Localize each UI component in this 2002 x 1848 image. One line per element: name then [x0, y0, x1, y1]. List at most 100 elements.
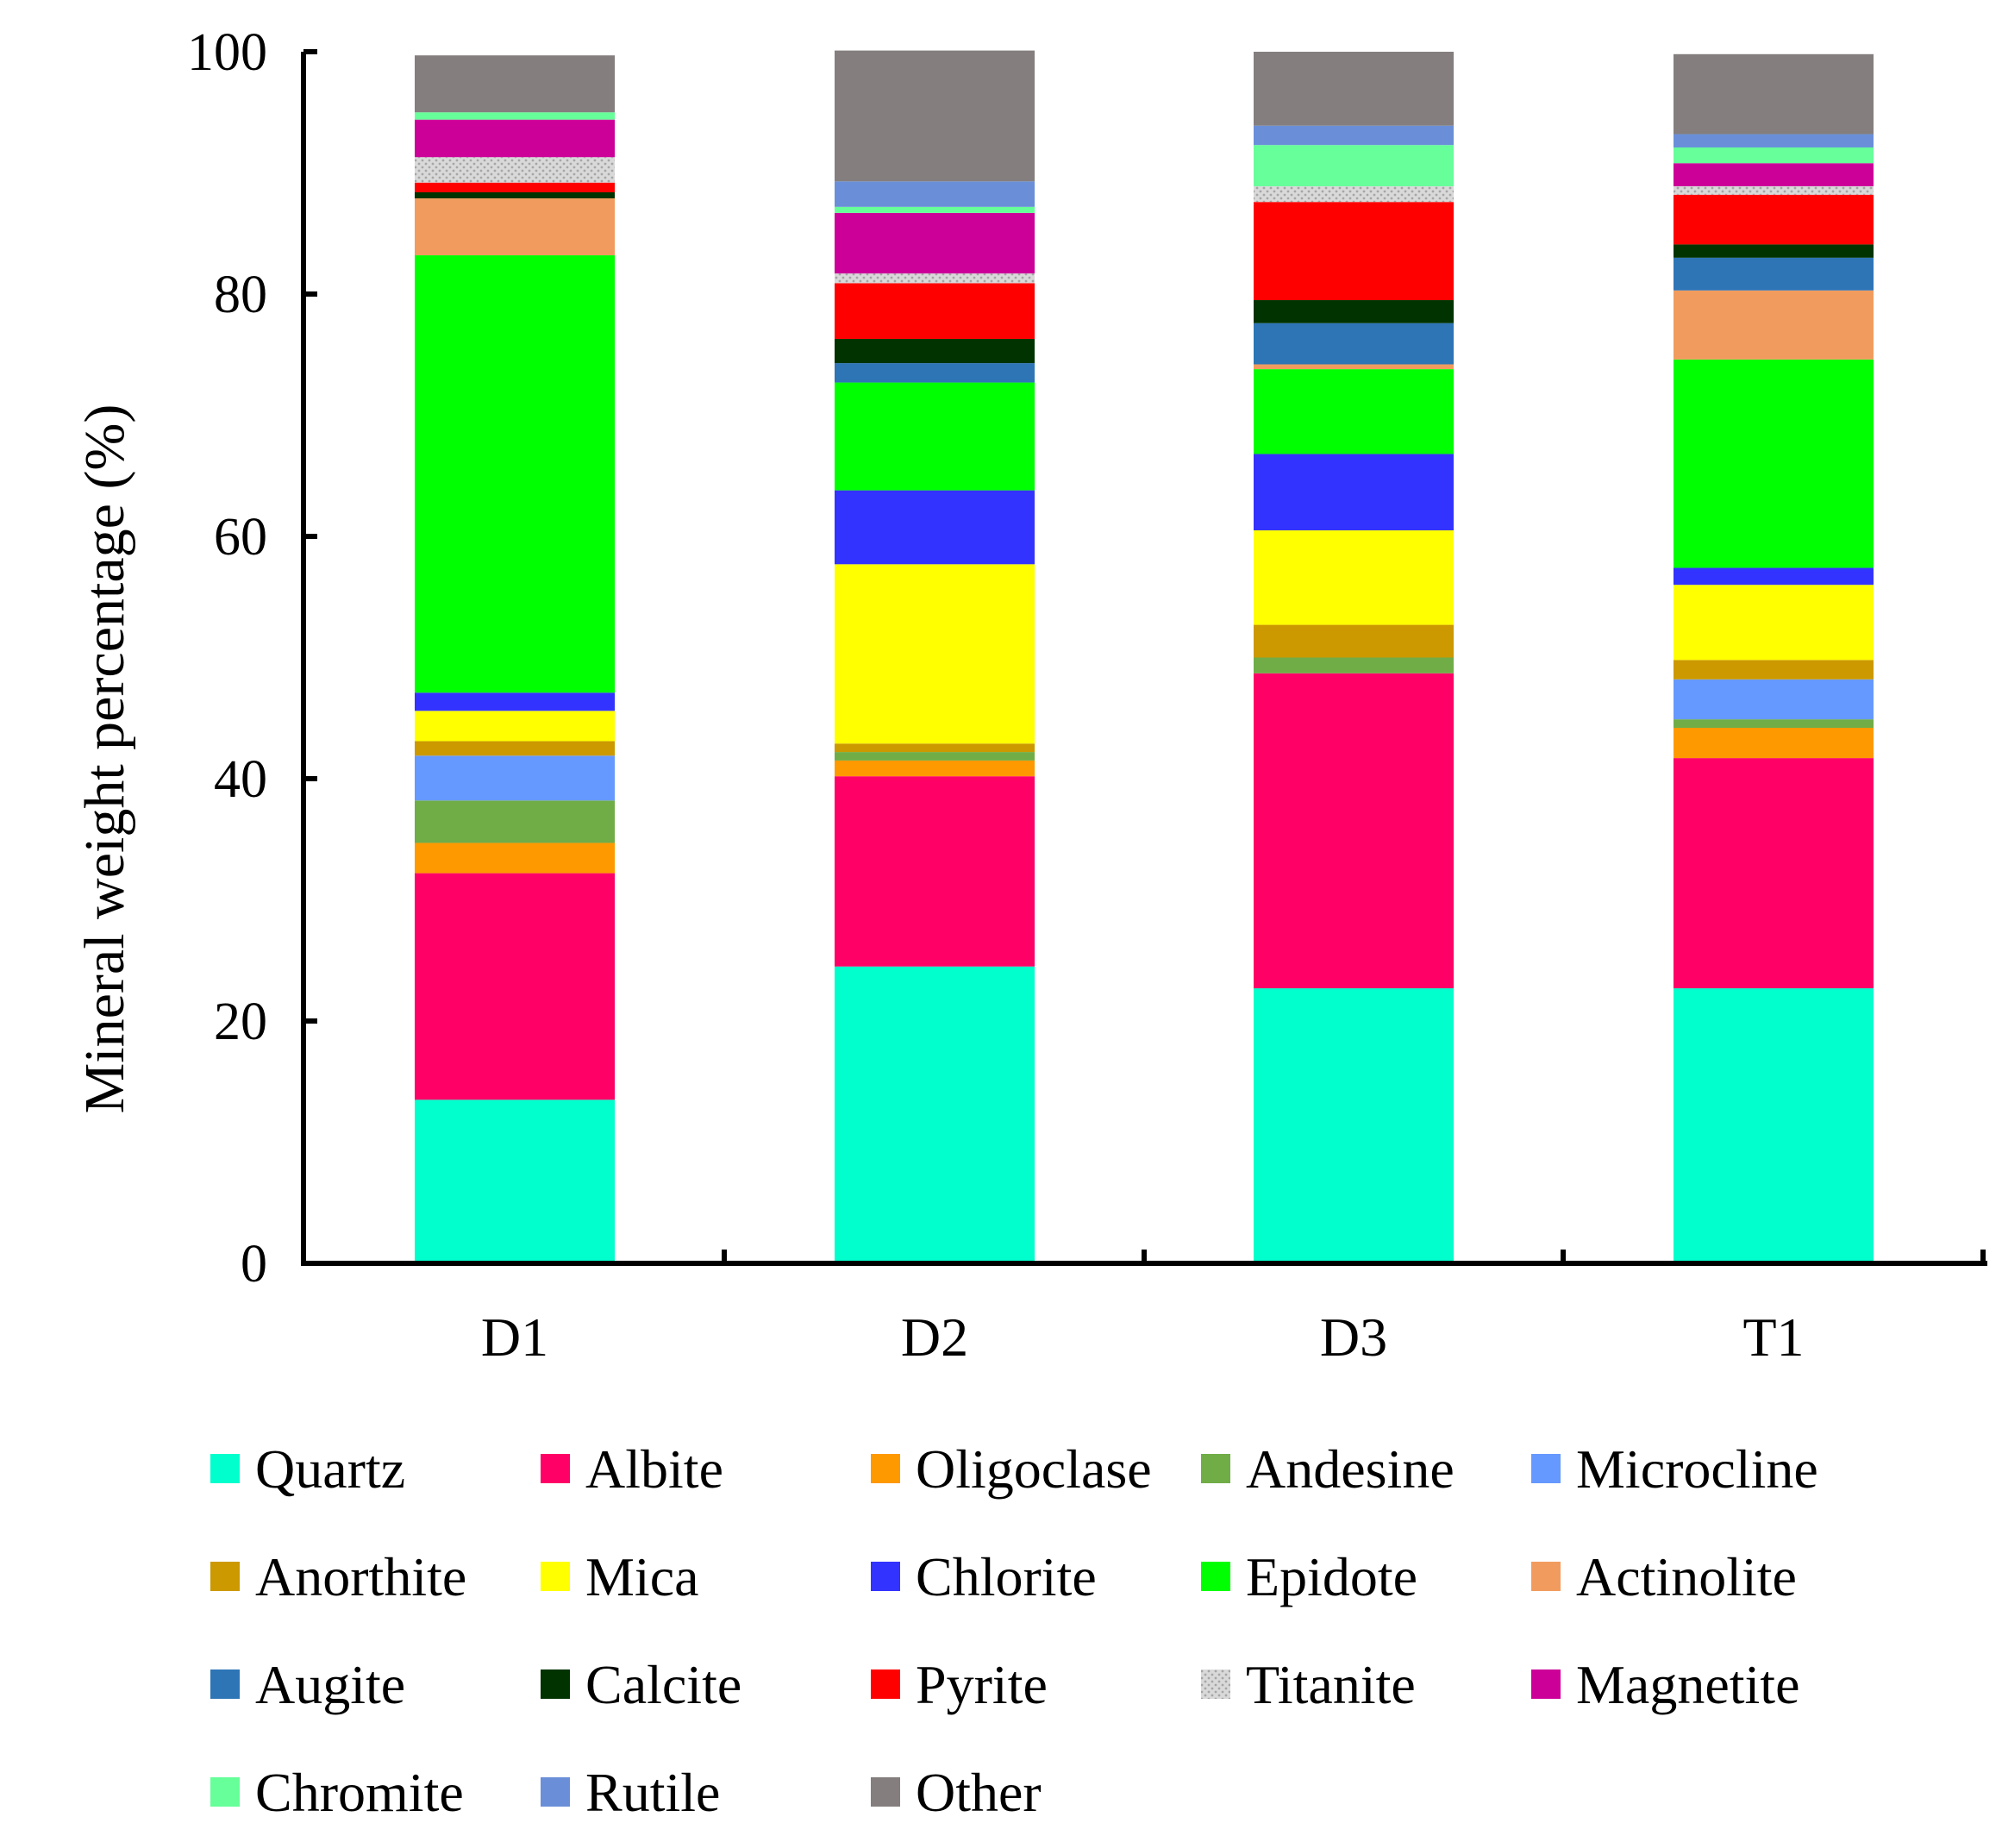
legend-item: Pyrite	[871, 1654, 1048, 1715]
bar-segment-d2-albite	[835, 776, 1035, 967]
legend-swatch	[541, 1562, 570, 1591]
legend-item: Quartz	[210, 1438, 405, 1500]
legend-swatch	[1201, 1562, 1230, 1591]
legend-swatch	[1531, 1669, 1561, 1699]
legend-item: Andesine	[1201, 1438, 1455, 1500]
legend-item: Anorthite	[210, 1546, 466, 1607]
bar-segment-t1-albite	[1674, 758, 1874, 989]
bar-segment-t1-titanite	[1674, 185, 1874, 195]
legend-label: Quartz	[255, 1438, 405, 1500]
legend-item: Calcite	[541, 1654, 741, 1715]
legend-label: Pyrite	[916, 1654, 1048, 1715]
legend-item: Mica	[541, 1546, 699, 1607]
bar-segment-d3-chlorite	[1254, 454, 1454, 530]
bar-segment-d1-mica	[415, 711, 615, 742]
bar-segment-d2-andesine	[835, 752, 1035, 761]
bar-segment-d1-chlorite	[415, 692, 615, 711]
bar-segment-d1-pyrite	[415, 182, 615, 192]
legend-label: Oligoclase	[916, 1438, 1152, 1500]
legend-label: Anorthite	[255, 1546, 466, 1607]
bar-segment-d3-augite	[1254, 323, 1454, 365]
bar-segment-t1-other	[1674, 53, 1874, 135]
bar-segment-d2-chromite	[835, 206, 1035, 213]
bar-segment-d2-other	[835, 50, 1035, 182]
bar-segment-d3-calcite	[1254, 300, 1454, 323]
bar-segment-d3-titanite	[1254, 185, 1454, 203]
bar-segment-t1-magnetite	[1674, 163, 1874, 186]
bar-segment-t1-chromite	[1674, 147, 1874, 164]
bar-segment-d3-quartz	[1254, 988, 1454, 1263]
bar-segment-d1-oligoclase	[415, 843, 615, 874]
bar-segment-t1-epidote	[1674, 359, 1874, 568]
bar-segment-t1-chlorite	[1674, 567, 1874, 586]
legend-label: Chlorite	[916, 1546, 1097, 1607]
bar-segment-d2-magnetite	[835, 212, 1035, 274]
bar-segment-d1-anorthite	[415, 741, 615, 756]
legend-swatch	[210, 1669, 240, 1699]
bar-segment-d2-titanite	[835, 273, 1035, 284]
bar-segment-d3-other	[1254, 52, 1454, 126]
bar-segment-d3-actinolite	[1254, 364, 1454, 370]
legend-swatch	[1201, 1669, 1230, 1699]
bar-segment-d2-epidote	[835, 382, 1035, 491]
legend-label: Andesine	[1246, 1438, 1455, 1500]
legend-swatch	[210, 1777, 240, 1807]
bar-segment-d2-quartz	[835, 966, 1035, 1263]
bar-stack-d3	[1254, 52, 1454, 1263]
bar-stack-d1	[415, 55, 615, 1263]
bar-segment-d1-other	[415, 55, 615, 113]
bar-segment-d2-calcite	[835, 338, 1035, 364]
legend-label: Albite	[585, 1438, 723, 1500]
bar-segment-d3-mica	[1254, 529, 1454, 625]
x-tick-label: D3	[1320, 1306, 1387, 1368]
bar-segment-t1-pyrite	[1674, 194, 1874, 245]
legend-label: Augite	[255, 1654, 405, 1715]
legend-label: Other	[916, 1762, 1042, 1823]
legend-swatch	[1531, 1454, 1561, 1483]
legend-item: Epidote	[1201, 1546, 1417, 1607]
y-tick-label: 80	[214, 266, 267, 324]
legend-swatch	[871, 1777, 900, 1807]
legend-label: Epidote	[1246, 1546, 1417, 1607]
bar-segment-t1-actinolite	[1674, 290, 1874, 360]
bar-segment-d3-chromite	[1254, 145, 1454, 186]
x-tick-label: D2	[901, 1306, 968, 1368]
bar-stack-d2	[835, 50, 1035, 1263]
bar-segment-d2-anorthite	[835, 743, 1035, 753]
bar-segment-d3-andesine	[1254, 657, 1454, 673]
bar-segment-d2-rutile	[835, 181, 1035, 207]
bar-segment-d1-calcite	[415, 191, 615, 199]
legend-swatch	[871, 1454, 900, 1483]
bar-segment-d1-actinolite	[415, 198, 615, 256]
bar-segment-d3-pyrite	[1254, 202, 1454, 301]
legend-label: Magnetite	[1576, 1654, 1799, 1715]
y-tick-label: 100	[187, 23, 267, 82]
bar-segment-d1-magnetite	[415, 119, 615, 158]
legend-swatch	[541, 1454, 570, 1483]
bar-segment-d1-titanite	[415, 157, 615, 183]
bar-segment-d1-epidote	[415, 255, 615, 693]
bar-segment-d3-anorthite	[1254, 624, 1454, 658]
legend-item: Albite	[541, 1438, 723, 1500]
bar-segment-d1-albite	[415, 873, 615, 1100]
legend-item: Chlorite	[871, 1546, 1097, 1607]
bar-segment-d1-quartz	[415, 1099, 615, 1263]
x-tick-label: D1	[481, 1306, 548, 1368]
legend-item: Oligoclase	[871, 1438, 1152, 1500]
legend-item: Microcline	[1531, 1438, 1818, 1500]
bar-segment-t1-anorthite	[1674, 660, 1874, 680]
legend-item: Augite	[210, 1654, 405, 1715]
legend-item: Magnetite	[1531, 1654, 1799, 1715]
y-tick-label: 0	[241, 1235, 267, 1294]
axes-layer: Mineral weight percentage (%) 0 20 40 60 80 1…	[73, 23, 1987, 1368]
legend-label: Chromite	[255, 1762, 464, 1823]
bar-segment-d1-microcline	[415, 755, 615, 801]
legend-label: Mica	[585, 1546, 699, 1607]
bar-segment-d3-epidote	[1254, 369, 1454, 454]
x-tick-label: T1	[1742, 1306, 1804, 1368]
bar-segment-t1-microcline	[1674, 679, 1874, 720]
legend-item: Chromite	[210, 1762, 464, 1823]
bar-segment-d2-pyrite	[835, 283, 1035, 339]
bars-layer	[415, 50, 1874, 1263]
